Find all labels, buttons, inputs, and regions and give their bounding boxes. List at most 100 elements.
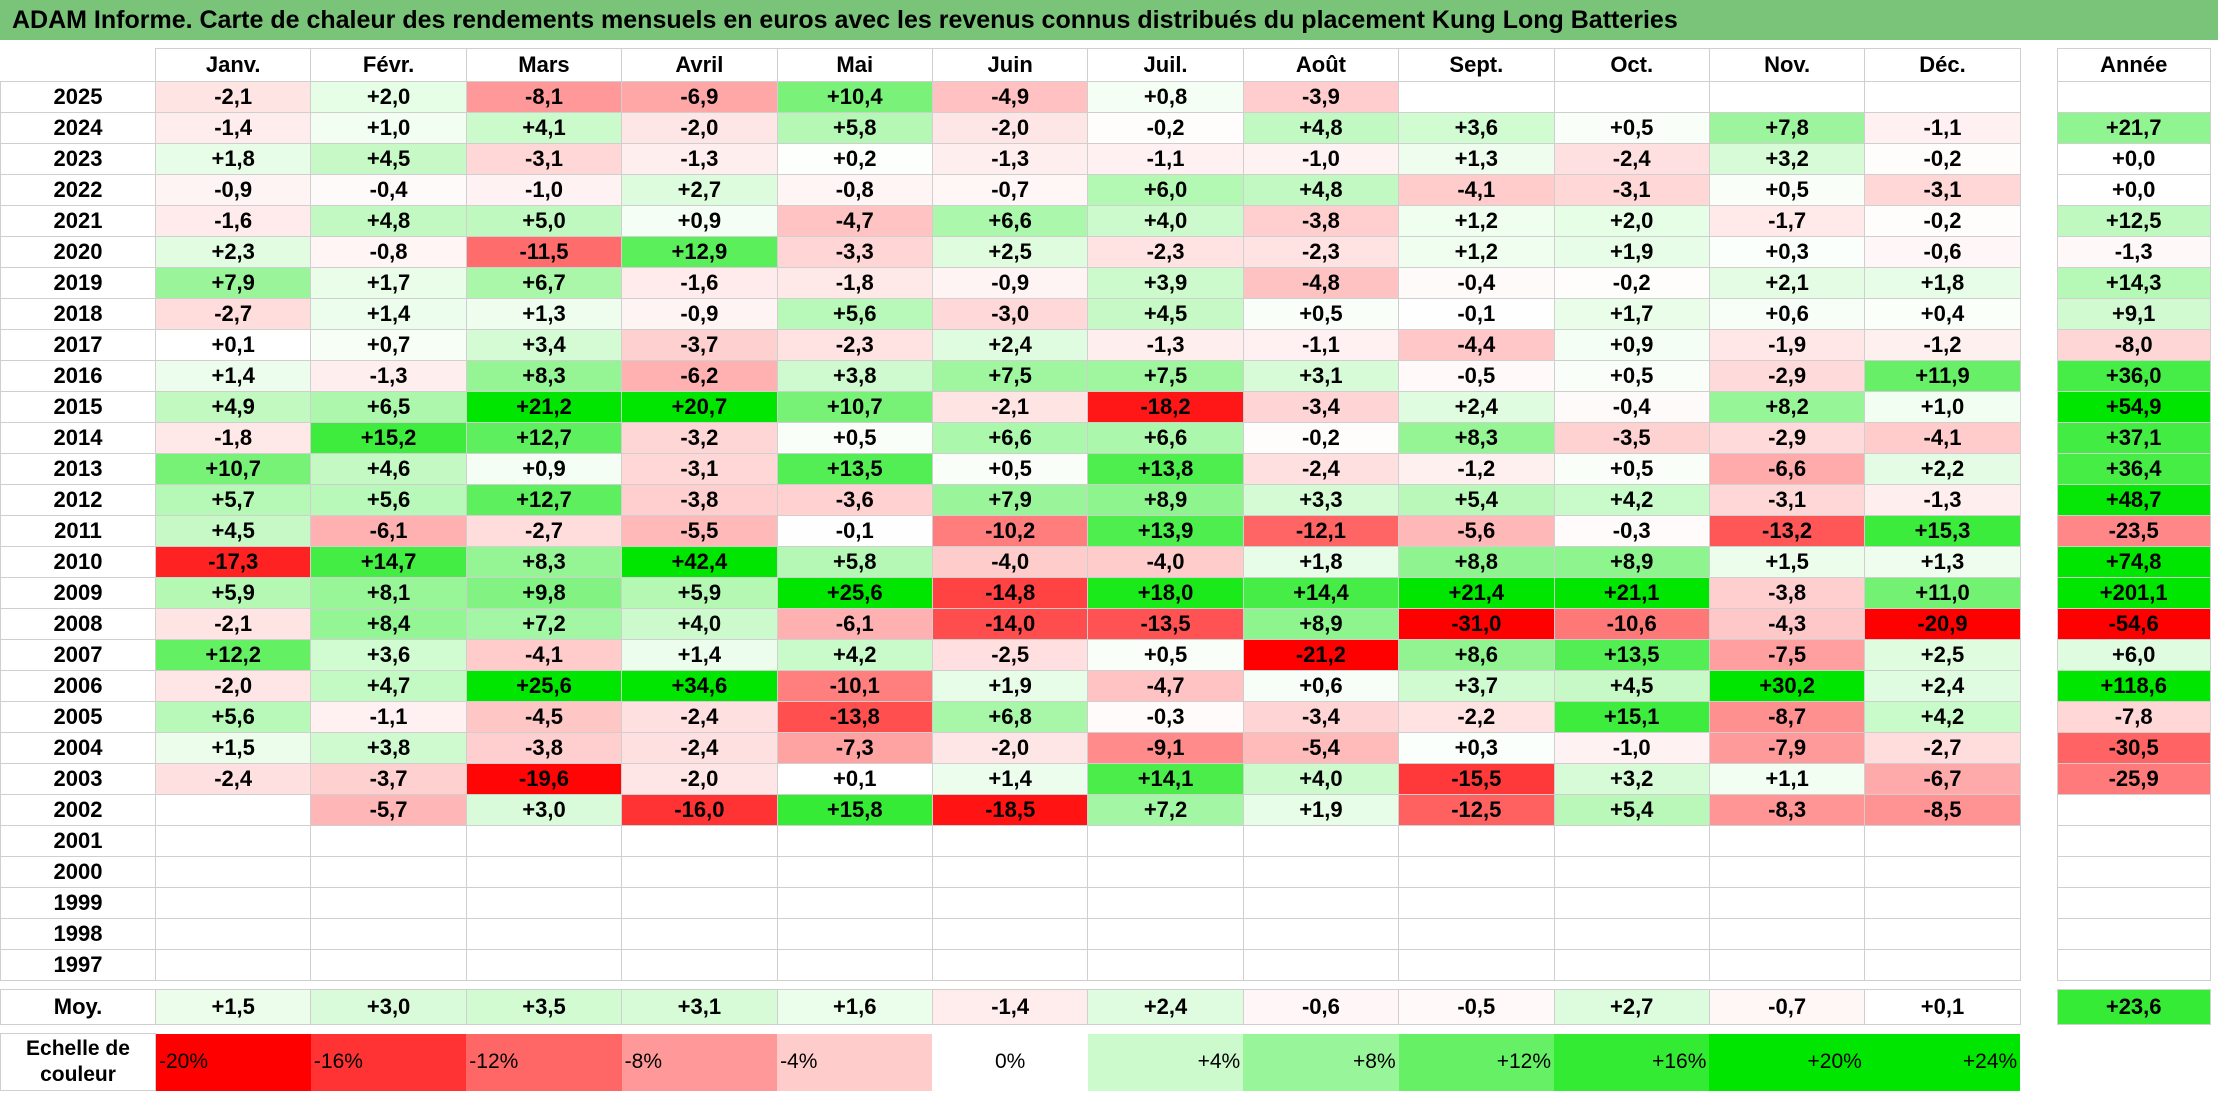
column-gap (2020, 82, 2057, 113)
heatmap-cell: -17,3 (154, 546, 312, 578)
heatmap-cell: +6,0 (1087, 174, 1244, 206)
column-gap (2020, 764, 2057, 795)
heatmap-cell: -2,7 (1864, 732, 2021, 764)
heatmap-cell (1864, 887, 2021, 919)
heatmap-cell: +6,5 (310, 391, 467, 423)
heatmap-cell: +3,3 (1242, 484, 1400, 516)
average-annual-cell: +23,6 (2056, 989, 2211, 1025)
heatmap-cell: +3,2 (1553, 763, 1710, 795)
heatmap-cell: -8,5 (1864, 794, 2021, 826)
month-header: Août (1242, 48, 1400, 82)
heatmap-cell: -10,6 (1553, 608, 1710, 640)
heatmap-cell: +0,1 (154, 329, 312, 361)
heatmap-cell (465, 825, 623, 857)
heatmap-cell: -2,4 (154, 763, 312, 795)
heatmap-cell: +13,9 (1087, 515, 1244, 547)
heatmap-cell: +8,4 (310, 608, 467, 640)
heatmap-cell (465, 887, 623, 919)
column-gap (2020, 795, 2057, 826)
table-row: 2016 +1,4 -1,3 +8,3 -6,2 +3,8 +7,5 +7,5 +3,1 -0,5… (0, 360, 2211, 392)
annual-cell: -25,9 (2056, 763, 2211, 795)
heatmap-cell: +2,5 (1864, 639, 2021, 671)
heatmap-cell: -0,8 (776, 174, 933, 206)
heatmap-cell (931, 949, 1089, 981)
average-cell: +3,5 (465, 989, 623, 1025)
heatmap-cell (310, 949, 467, 981)
heatmap-cell: -10,1 (776, 670, 933, 702)
heatmap-cell: +0,5 (1553, 453, 1710, 485)
year-label: 2015 (0, 391, 156, 423)
heatmap-cell: -1,3 (310, 360, 467, 392)
heatmap-cell: -1,6 (154, 205, 312, 237)
heatmap-cell (154, 918, 312, 950)
heatmap-cell: +3,4 (465, 329, 623, 361)
heatmap-cell: -2,0 (154, 670, 312, 702)
average-cell: +3,0 (310, 989, 467, 1025)
heatmap-cell (1242, 856, 1400, 888)
heatmap-cell: -1,3 (1864, 484, 2021, 516)
year-label: 2011 (0, 515, 156, 547)
heatmap-cell: -3,2 (621, 422, 778, 454)
heatmap-cell: -2,3 (1087, 236, 1244, 268)
color-scale-cell: +4% (1087, 1033, 1244, 1091)
year-label: 2016 (0, 360, 156, 392)
heatmap-cell: -6,1 (310, 515, 467, 547)
heatmap-cell: +0,7 (310, 329, 467, 361)
heatmap-cell (621, 918, 778, 950)
heatmap-cell (154, 949, 312, 981)
heatmap-cell (1864, 856, 2021, 888)
heatmap-cell: +4,6 (310, 453, 467, 485)
heatmap-cell: -3,0 (931, 298, 1089, 330)
heatmap-cell: +4,8 (1242, 174, 1400, 206)
heatmap-cell: +4,0 (1242, 763, 1400, 795)
heatmap-cell (1864, 918, 2021, 950)
heatmap-cell: +7,9 (154, 267, 312, 299)
annual-cell: -8,0 (2056, 329, 2211, 361)
heatmap-cell: -11,5 (465, 236, 623, 268)
annual-cell: +48,7 (2056, 484, 2211, 516)
year-label: 2022 (0, 174, 156, 206)
heatmap-cell: -7,9 (1708, 732, 1866, 764)
heatmap-cell: -8,7 (1708, 701, 1866, 733)
heatmap-cell: +2,3 (154, 236, 312, 268)
heatmap-cell: +0,5 (931, 453, 1089, 485)
color-scale-cell: -16% (310, 1033, 467, 1091)
heatmap-cell (776, 949, 933, 981)
heatmap-cell: -2,4 (621, 732, 778, 764)
heatmap-cell: +0,5 (1553, 360, 1710, 392)
heatmap-cell (1708, 856, 1866, 888)
month-header: Avril (621, 48, 778, 82)
heatmap-cell: +25,6 (465, 670, 623, 702)
heatmap-cell: -4,0 (1087, 546, 1244, 578)
column-gap (2020, 888, 2057, 919)
column-gap (2020, 299, 2057, 330)
table-row: 2009 +5,9 +8,1 +9,8 +5,9 +25,6 -14,8 +18,0 +14,4… (0, 577, 2211, 609)
table-row: 2005 +5,6 -1,1 -4,5 -2,4 -13,8 +6,8 -0,3 -3,4 -2,… (0, 701, 2211, 733)
heatmap-cell: -2,3 (776, 329, 933, 361)
heatmap-cell: -0,6 (1864, 236, 2021, 268)
heatmap-cell: +3,8 (310, 732, 467, 764)
annual-cell (2056, 918, 2211, 950)
heatmap-cell: +1,4 (154, 360, 312, 392)
heatmap-cell: -21,2 (1242, 639, 1400, 671)
heatmap-cell: +0,9 (465, 453, 623, 485)
column-gap (2020, 826, 2057, 857)
heatmap-cell: +5,7 (154, 484, 312, 516)
color-scale-cell: -20% (155, 1033, 311, 1091)
heatmap-cell (1398, 887, 1555, 919)
heatmap-cell: -3,4 (1242, 391, 1400, 423)
heatmap-cell (1398, 81, 1555, 113)
heatmap-cell: -2,1 (931, 391, 1089, 423)
heatmap-cell: +21,1 (1553, 577, 1710, 609)
heatmap-cell (465, 949, 623, 981)
heatmap-cell: -2,9 (1708, 422, 1866, 454)
table-row: 2025 -2,1 +2,0 -8,1 -6,9 +10,4 -4,9 +0,8 -3,9 (0, 81, 2211, 113)
heatmap-cell: -2,5 (931, 639, 1089, 671)
annual-cell (2056, 825, 2211, 857)
heatmap-cell (1553, 825, 1710, 857)
heatmap-cell (465, 856, 623, 888)
heatmap-cell: -8,1 (465, 81, 623, 113)
heatmap-cell (1398, 825, 1555, 857)
heatmap-cell: +8,3 (465, 546, 623, 578)
heatmap-cell: -2,4 (1553, 143, 1710, 175)
